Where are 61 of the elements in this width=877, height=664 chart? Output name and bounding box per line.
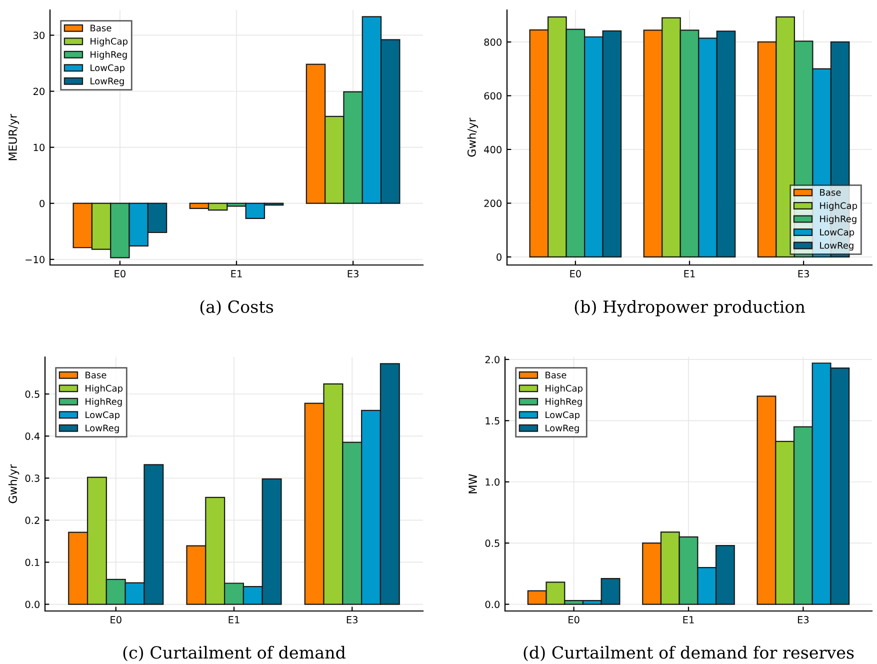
- y-axis-title: Gwh/yr: [8, 464, 20, 504]
- x-tick-label: E3: [346, 616, 358, 624]
- y-tick-label: 1.0: [486, 478, 500, 486]
- y-tick-label: 0.5: [485, 540, 500, 547]
- y-tick-label: 30: [34, 32, 44, 40]
- legend-label: LowCap: [820, 228, 854, 238]
- legend-label: LowCap: [86, 411, 120, 420]
- text: (a) Costs: [200, 300, 274, 316]
- y-tick-label: 0.4: [25, 432, 40, 440]
- y-tick-label: 2.0: [485, 356, 500, 364]
- y-tick-label: 400: [484, 146, 502, 154]
- x-tick-label: E1: [683, 616, 694, 624]
- legend-label: HighCap: [546, 384, 583, 394]
- legend-label: LowCap: [546, 411, 580, 420]
- legend-label: Base: [90, 24, 112, 32]
- y-tick-label: 10: [34, 144, 44, 152]
- y-tick-label: 0.1: [25, 558, 40, 566]
- x-tick-label: E0: [570, 270, 581, 278]
- text: (c) Curtailment of demand: [123, 646, 346, 662]
- y-tick-label: 0.0: [485, 600, 500, 608]
- y-axis-title: MW: [468, 474, 477, 494]
- x-tick-label: E3: [348, 270, 358, 278]
- x-tick-label: E0: [110, 616, 122, 624]
- legend-label: HighReg: [90, 50, 127, 60]
- legend-label: HighReg: [820, 215, 856, 224]
- y-tick-label: 0.0: [25, 600, 40, 608]
- y-tick-label: 800: [484, 38, 502, 46]
- y-axis-title: Gwh/yr: [467, 118, 478, 157]
- y-tick-label: −10: [26, 256, 44, 264]
- x-tick-label: E0: [568, 616, 580, 624]
- legend-label: LowReg: [820, 242, 854, 251]
- y-axis-title: MEUR/yr: [8, 114, 20, 160]
- y-tick-label: 0.5: [25, 390, 40, 398]
- legend-label: Base: [546, 372, 566, 378]
- legend-label: HighCap: [86, 384, 123, 394]
- y-tick-label: 20: [33, 88, 44, 96]
- x-tick-label: E3: [798, 270, 809, 278]
- y-tick-label: 0.2: [25, 516, 40, 524]
- y-tick-label: 0: [40, 200, 44, 208]
- legend-label: LowReg: [86, 424, 119, 434]
- x-tick-label: E1: [684, 270, 695, 278]
- y-tick-label: 600: [484, 92, 502, 100]
- x-tick-label: E1: [228, 616, 240, 624]
- legend-label: LowCap: [90, 64, 125, 73]
- x-tick-label: E1: [231, 270, 242, 278]
- text: (b) Hydropower production: [574, 300, 805, 316]
- y-tick-label: 1.5: [486, 417, 500, 424]
- legend-label: Base: [86, 372, 106, 378]
- y-tick-label: 0.3: [25, 474, 40, 482]
- x-tick-label: E3: [798, 616, 809, 624]
- x-tick-label: E0: [114, 270, 126, 278]
- y-tick-label: 200: [484, 200, 502, 208]
- legend-label: HighReg: [86, 398, 122, 407]
- legend-label: LowReg: [546, 424, 579, 434]
- text: (d) Curtailment of demand for reserves: [524, 646, 854, 662]
- legend-label: HighCap: [90, 38, 128, 46]
- y-tick-label: 0: [496, 253, 502, 261]
- legend-label: LowReg: [90, 78, 124, 86]
- legend-label: HighReg: [546, 398, 582, 407]
- legend-label: Base: [820, 189, 841, 196]
- legend-label: HighCap: [820, 202, 858, 211]
